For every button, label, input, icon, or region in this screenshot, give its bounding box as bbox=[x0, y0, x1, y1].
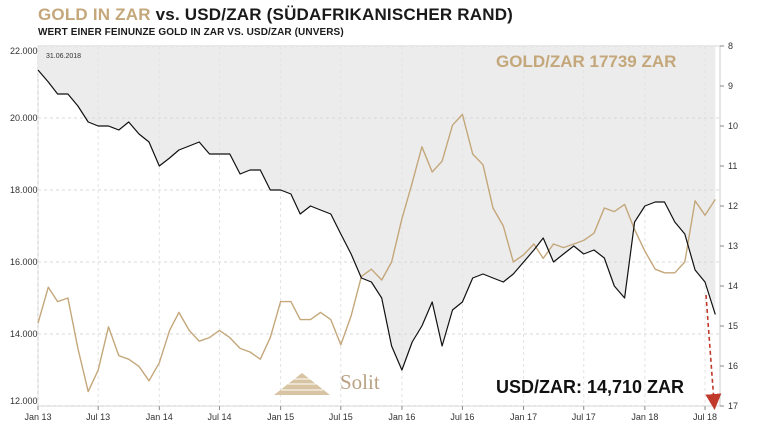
chart-title: GOLD IN ZAR vs. USD/ZAR (SÜDAFRIKANISCHE… bbox=[38, 5, 513, 25]
x-tick-label: Jan 18 bbox=[631, 412, 658, 422]
x-tick-label: Jan 15 bbox=[267, 412, 294, 422]
gold-series bbox=[37, 113, 716, 393]
usd-zar-line bbox=[37, 69, 716, 371]
x-tick-label: Jul 17 bbox=[572, 412, 596, 422]
right-tick-label: 16 bbox=[728, 361, 738, 371]
gold-line bbox=[37, 113, 716, 393]
x-tick-label: Jul 15 bbox=[329, 412, 353, 422]
down-arrow-icon bbox=[705, 294, 722, 410]
x-tick-label: Jan 13 bbox=[24, 412, 51, 422]
left-tick-label: 18.000 bbox=[10, 185, 38, 195]
solit-logo-text: Solit bbox=[340, 370, 380, 394]
right-tick-label: 9 bbox=[728, 81, 733, 91]
chart-subtitle: WERT EINER FEINUNZE GOLD IN ZAR VS. USD/… bbox=[38, 27, 344, 38]
usd-zar-series bbox=[37, 69, 716, 371]
left-tick-label: 12.000 bbox=[10, 396, 38, 406]
solit-logo: Solit bbox=[274, 370, 380, 395]
x-axis: Jan 13 Jul 13 Jan 14 Jul 14 Jan 15 Jul 15 Jan … bbox=[24, 406, 717, 422]
x-tick-label: Jul 16 bbox=[450, 412, 474, 422]
right-tick-label: 15 bbox=[728, 321, 738, 331]
left-tick-label: 20.000 bbox=[10, 113, 38, 123]
left-axis: 22.000 20.000 18.000 16.000 14.000 12.000 bbox=[10, 46, 38, 406]
x-tick-label: Jan 16 bbox=[388, 412, 415, 422]
right-tick-label: 10 bbox=[728, 121, 738, 131]
x-tick-label: Jan 17 bbox=[510, 412, 537, 422]
right-tick-label: 8 bbox=[728, 41, 733, 51]
x-tick-label: Jan 14 bbox=[146, 412, 173, 422]
date-label: 31.06.2018 bbox=[46, 53, 81, 60]
shaded-area bbox=[38, 46, 716, 370]
right-tick-label: 11 bbox=[728, 161, 737, 171]
grid bbox=[37, 45, 720, 407]
right-tick-label: 14 bbox=[728, 281, 738, 291]
x-tick-label: Jul 13 bbox=[86, 412, 110, 422]
left-tick-label: 22.000 bbox=[10, 46, 38, 56]
left-tick-label: 16.000 bbox=[10, 257, 38, 267]
right-tick-label: 12 bbox=[728, 201, 738, 211]
title-gold-part: GOLD IN ZAR bbox=[38, 5, 151, 24]
right-tick-label: 13 bbox=[728, 241, 738, 251]
left-tick-label: 14.000 bbox=[10, 329, 38, 339]
gold-value-label: GOLD/ZAR 17739 ZAR bbox=[496, 52, 676, 71]
usd-value-label: USD/ZAR: 14,710 ZAR bbox=[496, 377, 684, 397]
x-tick-label: Jul 14 bbox=[207, 412, 231, 422]
title-rest-part: vs. USD/ZAR (SÜDAFRIKANISCHER RAND) bbox=[155, 5, 514, 24]
right-axis: 8 9 10 11 12 13 14 15 16 17 bbox=[720, 41, 738, 411]
right-tick-label: 17 bbox=[728, 401, 738, 411]
shade-region bbox=[38, 46, 716, 370]
x-tick-label: Jul 18 bbox=[693, 412, 717, 422]
